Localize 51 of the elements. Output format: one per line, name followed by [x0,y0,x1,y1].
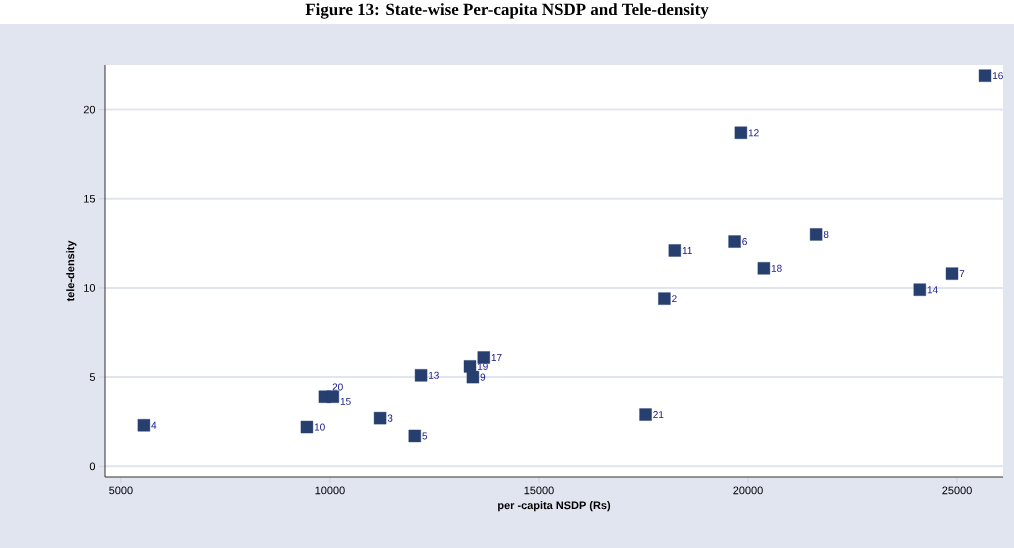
annotation: 5 [422,432,428,440]
point [809,228,823,241]
annotation: 3 [387,414,393,422]
annotation: 11 [682,247,692,254]
annotation: 20 [332,383,343,391]
point [373,411,387,425]
annotation: 12 [748,129,759,137]
point [639,408,652,421]
point [978,69,992,82]
annotation: 10 [314,423,325,431]
annotation: 8 [823,230,829,238]
annotation: 17 [491,354,502,361]
point [913,283,927,296]
y-tick-label: 10 [84,284,96,292]
point [326,390,340,403]
chart-title: Figure 13: State-wise Per-capita NSDP and Tele-density [305,3,709,19]
point [137,419,151,432]
point [300,420,314,434]
annotation: 16 [993,72,1003,80]
point [466,370,480,384]
x-tick-label: 10000 [315,486,345,495]
annotation: 15 [340,397,351,405]
point [945,267,959,280]
point [734,126,748,139]
annotation: 2 [672,295,677,303]
point [668,244,682,257]
y-tick-label: 0 [89,462,96,471]
annotation: 6 [742,238,747,246]
y-tick-label: 20 [83,105,96,114]
point [658,292,671,305]
x-axis-title: per -capita NSDP (Rs) [498,501,611,512]
annotation: 13 [429,371,439,379]
annotation: 9 [480,373,486,381]
point [477,351,490,364]
annotation: 19 [477,362,488,370]
point [414,369,428,382]
x-tick-label: 20000 [733,486,763,495]
point [757,262,771,275]
annotation: 18 [771,264,782,272]
point [408,429,421,443]
x-tick-label: 15000 [524,486,554,495]
annotation: 4 [151,421,157,429]
point [728,235,741,248]
y-axis-title: tele-density [66,240,77,302]
y-tick-label: 5 [89,373,96,381]
y-tick-label: 15 [84,194,96,203]
annotation: 14 [927,286,938,294]
annotation: 21 [653,411,664,419]
annotation: 7 [959,270,965,278]
x-tick-label: 5000 [109,486,133,495]
x-tick-label: 25000 [942,486,972,495]
